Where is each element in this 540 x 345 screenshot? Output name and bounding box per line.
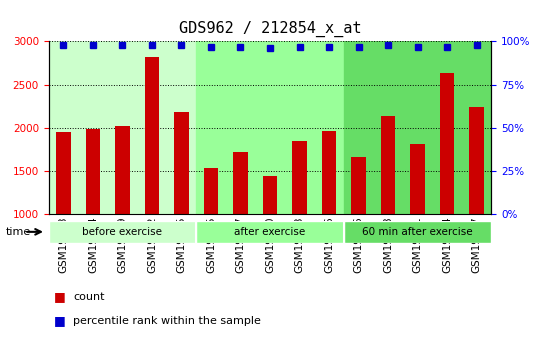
Text: count: count: [73, 292, 104, 302]
Bar: [292, 141, 307, 300]
Bar: [410, 144, 425, 300]
Text: GDS962 / 212854_x_at: GDS962 / 212854_x_at: [179, 21, 361, 37]
FancyBboxPatch shape: [344, 221, 491, 243]
Bar: [262, 176, 278, 300]
Bar: [145, 57, 159, 300]
Bar: [56, 132, 71, 300]
Bar: [85, 128, 100, 300]
Bar: [233, 152, 248, 300]
Bar: [49, 41, 196, 214]
Bar: [196, 41, 344, 214]
Bar: [381, 116, 395, 300]
Bar: [115, 126, 130, 300]
Text: ■: ■: [54, 290, 66, 303]
Bar: [322, 131, 336, 300]
FancyBboxPatch shape: [49, 221, 196, 243]
Text: 60 min after exercise: 60 min after exercise: [362, 227, 473, 237]
Text: before exercise: before exercise: [83, 227, 163, 237]
Text: after exercise: after exercise: [234, 227, 306, 237]
Bar: [344, 41, 491, 214]
FancyBboxPatch shape: [196, 221, 344, 243]
Bar: [351, 157, 366, 300]
Bar: [174, 112, 189, 300]
Bar: [440, 73, 455, 300]
Text: ■: ■: [54, 314, 66, 327]
Text: time: time: [5, 227, 31, 237]
Text: percentile rank within the sample: percentile rank within the sample: [73, 316, 261, 326]
Bar: [469, 107, 484, 300]
Bar: [204, 168, 218, 300]
